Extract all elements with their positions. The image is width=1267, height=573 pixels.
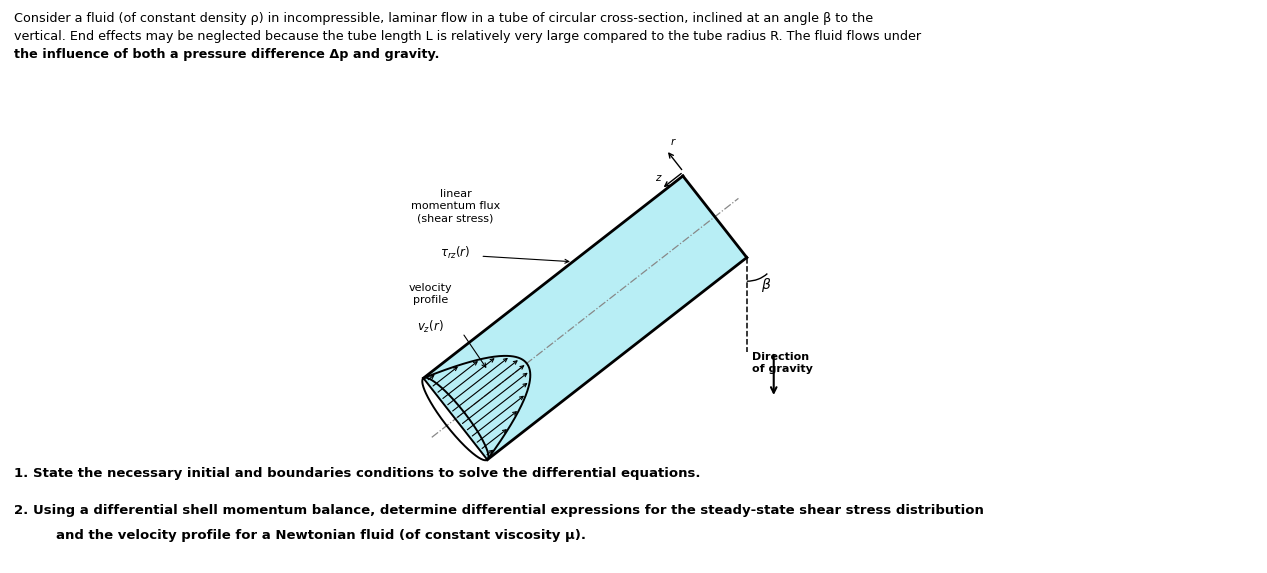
Text: Using a differential shell momentum balance, determine differential expressions : Using a differential shell momentum bala… — [33, 504, 984, 517]
Text: $v_z(r)$: $v_z(r)$ — [417, 319, 443, 335]
Text: velocity
profile: velocity profile — [409, 282, 452, 305]
Text: 2.: 2. — [14, 504, 33, 517]
Text: $\tau_{rz}(r)$: $\tau_{rz}(r)$ — [441, 245, 470, 261]
Text: z: z — [655, 173, 660, 183]
Text: Consider a fluid (of constant density ρ) in incompressible, laminar flow in a tu: Consider a fluid (of constant density ρ)… — [14, 13, 873, 25]
Text: Direction
of gravity: Direction of gravity — [751, 352, 812, 374]
Text: State the necessary initial and boundaries conditions to solve the differential : State the necessary initial and boundari… — [33, 467, 701, 480]
Text: the influence of both a pressure difference Δp and gravity.: the influence of both a pressure differe… — [14, 48, 440, 61]
Polygon shape — [423, 176, 746, 460]
Text: linear
momentum flux
(shear stress): linear momentum flux (shear stress) — [411, 189, 500, 223]
Text: 1.: 1. — [14, 467, 33, 480]
Text: vertical. End effects may be neglected because the tube length L is relatively v: vertical. End effects may be neglected b… — [14, 30, 921, 43]
Text: β: β — [760, 278, 769, 292]
Text: r: r — [672, 137, 675, 147]
Text: and the velocity profile for a Newtonian fluid (of constant viscosity μ).: and the velocity profile for a Newtonian… — [56, 529, 587, 542]
